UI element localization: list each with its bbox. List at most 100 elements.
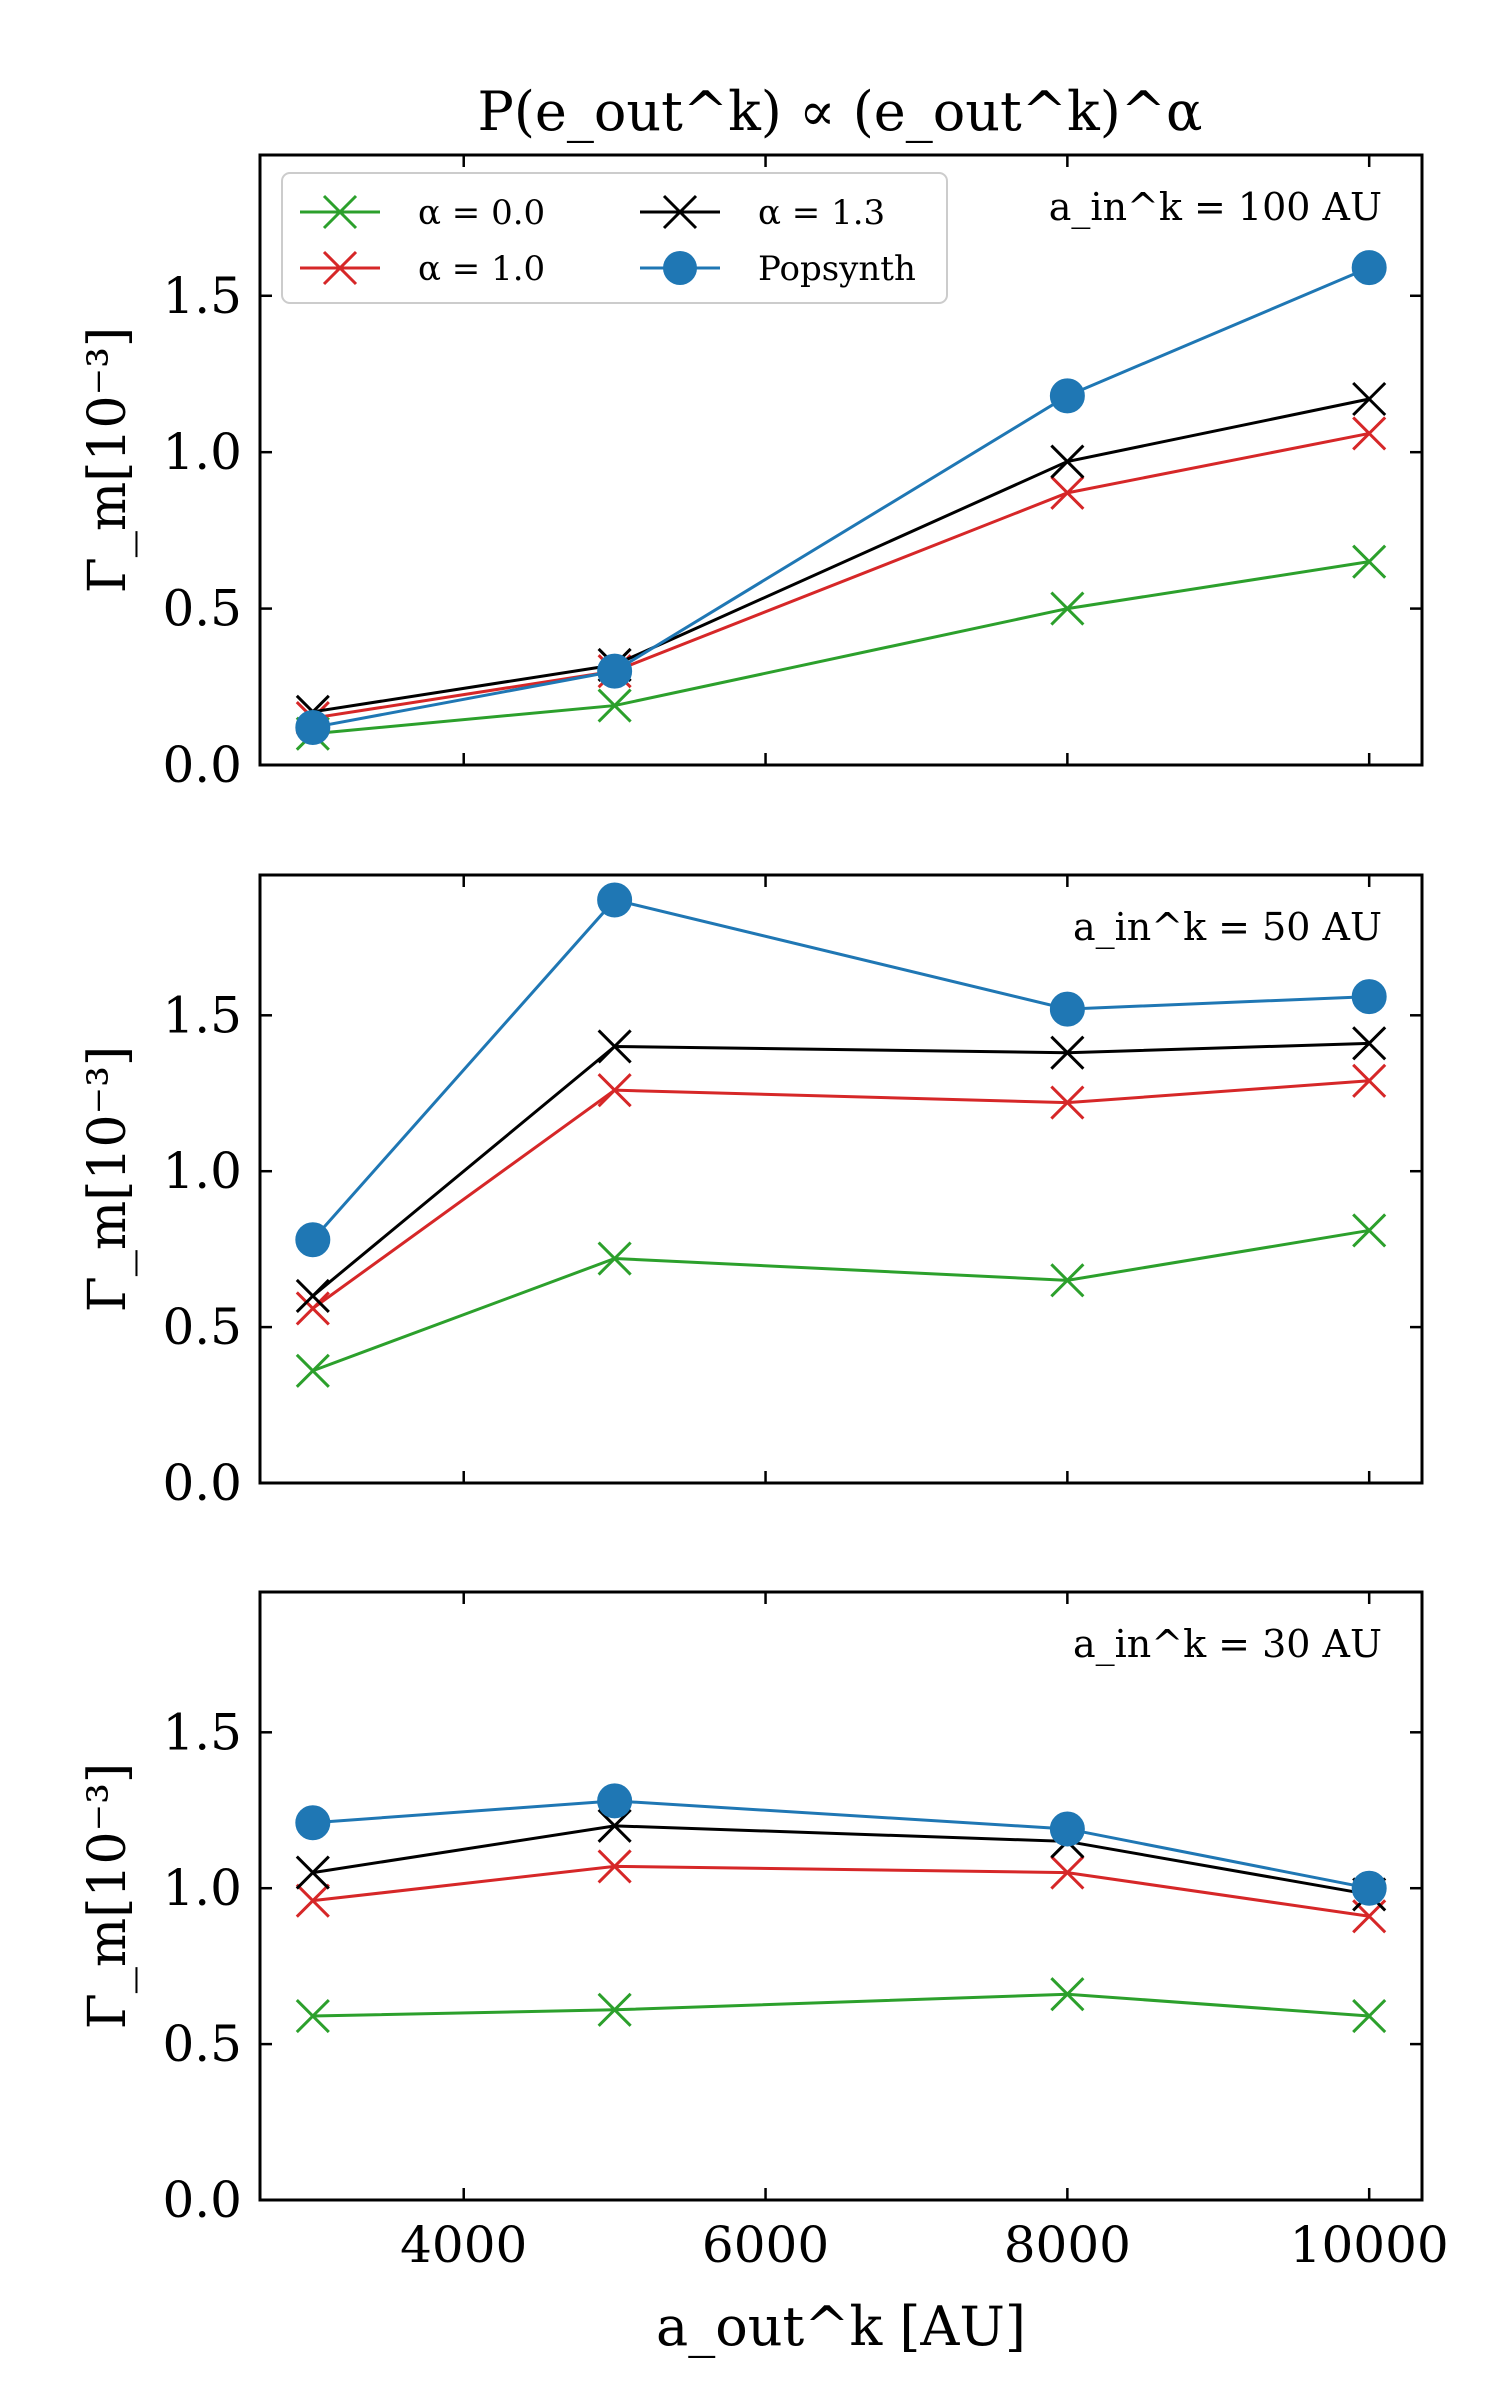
legend-label: Popsynth	[758, 249, 916, 289]
x-tick-label: 6000	[702, 2216, 829, 2274]
data-point	[597, 1992, 632, 2027]
legend-label: α = 1.0	[418, 249, 545, 289]
data-point	[1050, 1085, 1085, 1120]
series-line	[312, 1799, 1370, 1890]
legend-marker	[662, 194, 698, 230]
series--0-0	[295, 1977, 1387, 2034]
series--0-0	[295, 1213, 1387, 1388]
panel-top: 0.0 0.5 1.0 1.5 Γ_m[10⁻³] a_in^k = 100 AU α = …	[78, 153, 1424, 794]
data-point	[295, 1998, 330, 2034]
x-axis-label: a_out^k [AU]	[656, 2295, 1026, 2358]
data-point	[295, 1353, 330, 1388]
y-tick-label: 1.5	[162, 986, 242, 1044]
panel-annotation: a_in^k = 30 AU	[1073, 1622, 1382, 1667]
series-line	[311, 1079, 1370, 1310]
legend-item: α = 1.3	[640, 193, 885, 233]
data-point	[1050, 1263, 1085, 1298]
series--0-0	[295, 544, 1387, 751]
legend-label: α = 1.3	[758, 193, 885, 233]
legend-label: α = 0.0	[418, 193, 545, 233]
axes-frame	[258, 873, 1424, 1485]
y-axis-label: Γ_m[10⁻³]	[78, 1763, 138, 2029]
data-point	[295, 1883, 330, 1918]
legend-item: α = 0.0	[300, 193, 545, 233]
data-point	[1352, 1998, 1387, 2034]
data-point	[295, 1291, 330, 1326]
x-tick-label: 10000	[1290, 2216, 1449, 2274]
axes-frame	[258, 1590, 1424, 2202]
series-line	[311, 898, 1370, 1241]
y-tick-label: 0.0	[162, 2171, 242, 2229]
series--1-3	[295, 1026, 1387, 1313]
panel-bottom: 0.0 0.5 1.0 1.5 4000 6000 8000 10000 Γ_m[10⁻³] a_…	[78, 1590, 1449, 2358]
data-point	[1050, 444, 1085, 479]
data-point	[597, 1783, 633, 1819]
data-point	[597, 653, 633, 689]
series-line	[312, 1228, 1370, 1373]
y-tick-label: 0.0	[162, 1454, 242, 1512]
data-point	[295, 1278, 330, 1313]
series-popsynth	[295, 882, 1387, 1258]
series-line	[312, 1864, 1370, 1918]
series-line	[312, 1824, 1370, 1896]
data-point	[1049, 991, 1085, 1027]
legend-box	[281, 172, 948, 304]
series-line	[312, 560, 1370, 736]
series-line	[312, 266, 1370, 729]
data-point	[1050, 591, 1085, 626]
x-tick-label: 4000	[400, 2216, 527, 2274]
panels: 0.0 0.5 1.0 1.5 Γ_m[10⁻³] a_in^k = 100 AU α = …	[78, 153, 1449, 2358]
x-tick-label: 8000	[1004, 2216, 1131, 2274]
y-axis-label: Γ_m[10⁻³]	[78, 327, 138, 593]
data-point	[1351, 1870, 1387, 1906]
series--1-0	[295, 1849, 1387, 1934]
y-tick-label: 1.5	[162, 1703, 242, 1761]
axes-frame	[258, 153, 1424, 767]
y-tick-label: 1.5	[162, 267, 242, 325]
data-point	[1351, 979, 1387, 1015]
data-point	[1352, 1026, 1387, 1061]
data-point	[1352, 416, 1387, 451]
y-tick-label: 1.0	[162, 1142, 242, 1200]
panel-annotation: a_in^k = 50 AU	[1073, 905, 1382, 950]
data-point	[597, 1808, 632, 1843]
data-point	[597, 1029, 632, 1064]
data-point	[597, 1073, 632, 1108]
series--1-3	[295, 381, 1387, 729]
data-point	[1050, 475, 1085, 510]
data-point	[1352, 381, 1387, 417]
data-point	[597, 1849, 632, 1884]
data-point	[1352, 1213, 1387, 1248]
data-point	[295, 1222, 331, 1258]
data-point	[295, 1855, 330, 1890]
series-line	[312, 1992, 1370, 2018]
series-popsynth	[295, 250, 1387, 745]
data-point	[295, 1805, 331, 1841]
series-popsynth	[295, 1783, 1387, 1906]
data-point	[1050, 1977, 1085, 2012]
data-point	[1049, 1811, 1085, 1847]
legend: α = 0.0 α = 1.0 α = 1.3 Popsynth	[281, 172, 948, 304]
legend-item: Popsynth	[640, 249, 916, 289]
data-point	[1351, 250, 1387, 286]
series-line	[312, 431, 1370, 720]
data-point	[597, 882, 633, 918]
y-axis-label: Γ_m[10⁻³]	[78, 1046, 138, 1312]
legend-item: α = 1.0	[300, 249, 545, 289]
data-point	[1050, 1855, 1085, 1890]
legend-marker	[322, 194, 358, 230]
panel-annotation: a_in^k = 100 AU	[1049, 185, 1382, 230]
legend-marker	[663, 251, 697, 285]
y-tick-label: 0.5	[162, 580, 242, 638]
y-tick-label: 0.5	[162, 1298, 242, 1356]
data-point	[1352, 544, 1387, 579]
series-line	[311, 1041, 1370, 1298]
series--1-0	[295, 416, 1387, 736]
y-tick-label: 1.0	[162, 1859, 242, 1917]
data-point	[1049, 378, 1085, 414]
panel-middle: 0.0 0.5 1.0 1.5 Γ_m[10⁻³] a_in^k = 50 AU	[78, 873, 1424, 1512]
y-tick-label: 0.5	[162, 2015, 242, 2073]
data-point	[1050, 1035, 1085, 1070]
series-line	[312, 397, 1370, 714]
